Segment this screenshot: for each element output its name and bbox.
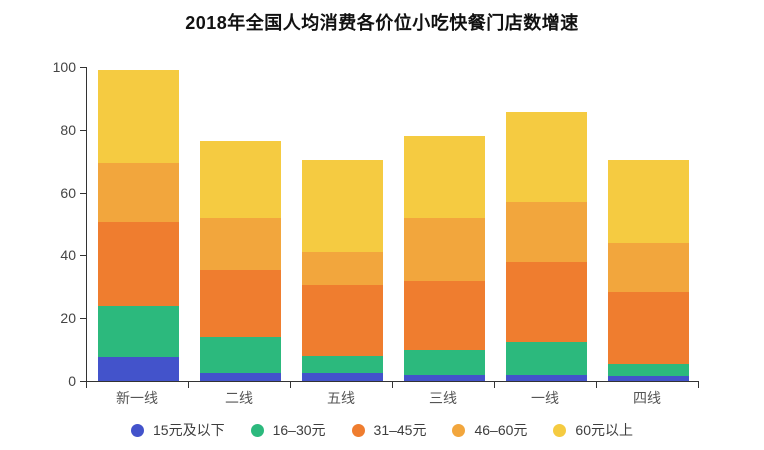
x-category-label: 五线	[327, 390, 355, 406]
bar-segment	[505, 112, 587, 202]
x-tick-mark	[494, 382, 495, 388]
legend-swatch-icon	[131, 423, 145, 437]
bar-segment	[607, 242, 689, 292]
y-tick-label: 100	[52, 59, 76, 75]
bar-segment	[505, 341, 587, 375]
x-category-label: 四线	[633, 390, 661, 406]
legend-label: 46–60元	[474, 422, 528, 438]
y-tick-mark	[80, 318, 86, 320]
legend-label: 31–45元	[373, 422, 427, 438]
x-category-label: 一线	[531, 390, 559, 406]
y-tick-mark	[80, 381, 86, 382]
bar-segment	[607, 363, 689, 377]
x-tick-mark	[188, 382, 189, 388]
bar-segment	[403, 374, 485, 381]
legend-label: 60元以上	[575, 422, 633, 438]
y-tick-mark	[80, 67, 86, 68]
legend-label: 16–30元	[272, 422, 326, 438]
x-category-label: 二线	[225, 390, 253, 406]
bar-segment	[403, 349, 485, 375]
bar-segment	[199, 140, 281, 218]
legend-item: 31–45元	[351, 420, 427, 440]
bar-segment	[199, 373, 281, 381]
bar-segment	[301, 159, 383, 253]
bar-segment	[199, 269, 281, 338]
bar-group	[393, 67, 495, 381]
bar-segment	[607, 159, 689, 243]
bar-segment	[301, 285, 383, 356]
bars-container	[87, 67, 699, 381]
legend-item: 15元及以下	[131, 420, 225, 440]
bar-segment	[301, 252, 383, 286]
bar-group	[597, 67, 699, 381]
bar-group	[495, 67, 597, 381]
y-tick-label: 80	[60, 121, 76, 138]
plot-area	[86, 67, 699, 382]
stacked-bar	[505, 112, 587, 381]
bar-segment	[607, 291, 689, 364]
x-tick-mark	[290, 382, 291, 388]
bar-segment	[97, 70, 179, 163]
x-tick-mark	[86, 382, 87, 388]
stacked-bar	[97, 70, 179, 381]
bar-segment	[97, 162, 179, 223]
x-category-label: 新一线	[116, 390, 158, 406]
legend-item: 46–60元	[452, 420, 527, 440]
bar-segment	[199, 217, 281, 270]
x-tick-mark	[596, 382, 597, 388]
legend-swatch-icon	[452, 423, 466, 437]
x-category-label: 三线	[429, 390, 457, 406]
legend-label: 15元及以下	[153, 422, 225, 438]
legend: 15元及以下 16–30元 31–45元 46–60元 60元以上	[0, 420, 764, 440]
bar-segment	[199, 337, 281, 374]
bar-segment	[505, 261, 587, 342]
bar-segment	[301, 373, 383, 381]
bar-segment	[607, 376, 689, 381]
legend-item: 60元以上	[553, 420, 633, 440]
stacked-bar	[199, 140, 281, 381]
y-tick-label: 40	[60, 247, 76, 264]
bar-segment	[403, 280, 485, 350]
bar-segment	[505, 201, 587, 262]
y-tick-mark	[80, 192, 86, 194]
bar-segment	[97, 357, 179, 381]
y-tick-label: 0	[68, 373, 76, 389]
y-tick-label: 60	[60, 184, 76, 201]
x-tick-mark	[392, 382, 393, 388]
bar-group	[87, 67, 189, 381]
bar-segment	[505, 374, 587, 381]
bar-segment	[403, 136, 485, 218]
bar-segment	[403, 217, 485, 281]
y-tick-label: 20	[60, 310, 76, 327]
bar-group	[189, 67, 291, 381]
chart-title: 2018年全国人均消费各价位小吃快餐门店数增速	[185, 13, 579, 33]
y-tick-mark	[80, 129, 86, 131]
x-tick-mark	[698, 382, 699, 388]
legend-item: 16–30元	[250, 420, 326, 440]
legend-swatch-icon	[250, 423, 264, 437]
y-tick-mark	[80, 255, 86, 257]
x-axis-labels: 新一线 二线 五线 三线 一线 四线	[86, 388, 698, 408]
bar-group	[291, 67, 393, 381]
bar-segment	[301, 355, 383, 374]
stacked-bar	[403, 136, 485, 381]
legend-swatch-icon	[553, 423, 567, 437]
bar-segment	[97, 305, 179, 358]
stacked-bar	[301, 159, 383, 381]
bar-segment	[97, 222, 179, 306]
stacked-bar	[607, 159, 689, 381]
legend-swatch-icon	[351, 423, 365, 437]
